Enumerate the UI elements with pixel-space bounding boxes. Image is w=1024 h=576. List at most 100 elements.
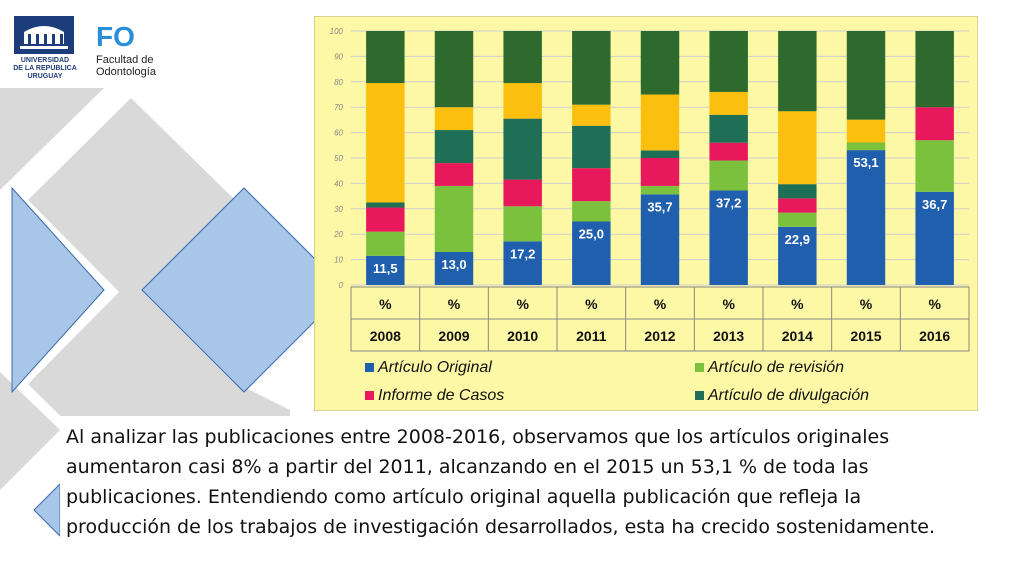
faculty-name-line2: Odontología xyxy=(96,66,156,78)
category-unit-label: % xyxy=(860,296,873,312)
bar-segment xyxy=(709,114,748,143)
y-tick-label: 20 xyxy=(333,230,343,239)
y-tick-label: 50 xyxy=(334,154,343,163)
blue-diamond xyxy=(141,187,347,393)
y-tick-label: 40 xyxy=(334,179,343,188)
bar-segment xyxy=(434,163,474,186)
bar-segment xyxy=(778,111,817,185)
bar-segment xyxy=(366,231,405,256)
data-label: 35,7 xyxy=(647,199,672,214)
bar-segment xyxy=(503,241,542,285)
bar-segment xyxy=(434,185,474,252)
legend-swatch xyxy=(365,363,374,372)
bar-segment xyxy=(366,202,405,208)
category-unit-label: % xyxy=(516,296,529,312)
bar-segment xyxy=(640,94,680,151)
bar-segment xyxy=(778,198,817,213)
bar-segment xyxy=(366,207,405,232)
bar-segment xyxy=(709,160,748,191)
bar-segment xyxy=(846,150,886,285)
chart-panel: 0 10 20 30 40 50 60 70 80 90 100 11,5 13,0 17,2 25,0 35… xyxy=(314,16,978,411)
bar-segment xyxy=(709,31,748,92)
y-tick-label: 30 xyxy=(334,205,343,214)
x-tick-label: 2013 xyxy=(713,328,744,344)
bar-segment xyxy=(846,142,886,151)
legend-label: Artículo de divulgación xyxy=(707,387,869,404)
y-tick-label: 80 xyxy=(334,78,343,87)
legend-swatch xyxy=(695,363,704,372)
data-label: 53,1 xyxy=(853,155,878,170)
bar-segment xyxy=(778,226,817,285)
bar-segment xyxy=(366,83,405,203)
bar-segment xyxy=(640,158,680,186)
x-tick-label: 2008 xyxy=(370,328,401,344)
university-name-line1: UNIVERSIDAD xyxy=(20,57,70,64)
bar-segment xyxy=(778,184,817,199)
bar-segment xyxy=(640,185,680,195)
data-label: 25,0 xyxy=(579,227,604,242)
bar-segment xyxy=(778,212,817,227)
bar-segment xyxy=(640,150,680,158)
bar-segment xyxy=(572,168,611,202)
y-tick-label: 90 xyxy=(334,52,343,61)
x-tick-label: 2014 xyxy=(782,328,813,344)
faculty-mark: FO xyxy=(96,21,135,52)
legend-label: Informe de Casos xyxy=(378,387,504,404)
bar-segment xyxy=(915,191,954,285)
bar-segment xyxy=(503,118,542,180)
bar-segment xyxy=(434,251,474,285)
bar-segment xyxy=(709,190,748,285)
bar-segment xyxy=(366,255,405,285)
bar-segment xyxy=(572,221,611,285)
bar-segment xyxy=(778,31,817,112)
y-tick-label: 10 xyxy=(334,256,343,265)
university-name-line3: URUGUAY xyxy=(27,73,63,80)
y-tick-label: 60 xyxy=(334,129,343,138)
x-tick-label: 2015 xyxy=(850,328,881,344)
x-tick-label: 2011 xyxy=(576,328,607,344)
bar-segment xyxy=(572,201,611,222)
x-tick-label: 2012 xyxy=(644,328,675,344)
legend-swatch xyxy=(695,391,704,400)
bar-segment xyxy=(709,142,748,161)
bar-segment xyxy=(846,31,886,120)
y-tick-label: 70 xyxy=(334,103,343,112)
bar-segment xyxy=(503,31,542,84)
data-label: 36,7 xyxy=(922,197,947,212)
category-unit-label: % xyxy=(791,296,804,312)
bar-segment xyxy=(640,31,680,95)
faculty-name-line1: Facultad de xyxy=(96,54,154,66)
bar-segment xyxy=(846,119,886,143)
legend-label: Artículo Original xyxy=(377,359,492,376)
y-tick-label: 100 xyxy=(330,27,344,36)
x-tick-label: 2016 xyxy=(919,328,950,344)
x-tick-label: 2009 xyxy=(438,328,469,344)
faculty-logo: FO xyxy=(96,21,135,52)
x-tick-label: 2010 xyxy=(507,328,538,344)
bar-segment xyxy=(434,130,474,164)
bar-segment xyxy=(572,104,611,126)
caption-text: Al analizar las publicaciones entre 2008… xyxy=(60,416,972,544)
bar-segment xyxy=(572,125,611,169)
data-label: 37,2 xyxy=(716,196,741,211)
category-unit-label: % xyxy=(928,296,941,312)
data-label: 17,2 xyxy=(510,246,535,261)
category-unit-label: % xyxy=(722,296,735,312)
stacked-bar-chart: 0 10 20 30 40 50 60 70 80 90 100 11,5 13,0 17,2 25,0 35… xyxy=(330,27,970,404)
bar-segment xyxy=(366,31,405,84)
bar-segment xyxy=(503,179,542,207)
university-logo xyxy=(14,16,74,54)
bar-segment xyxy=(503,206,542,242)
bar-segment xyxy=(640,194,680,285)
legend-label: Artículo de revisión xyxy=(707,359,844,376)
legend-swatch xyxy=(365,391,374,400)
data-label: 13,0 xyxy=(441,257,466,272)
category-unit-label: % xyxy=(448,296,461,312)
bar-segment xyxy=(709,91,748,115)
bar-segment xyxy=(572,31,611,105)
bar-segment xyxy=(915,140,954,192)
category-unit-label: % xyxy=(585,296,598,312)
bar-segment xyxy=(434,31,474,108)
bar-segment xyxy=(434,107,474,131)
university-name-line2: DE LA REPÚBLICA xyxy=(13,65,77,72)
